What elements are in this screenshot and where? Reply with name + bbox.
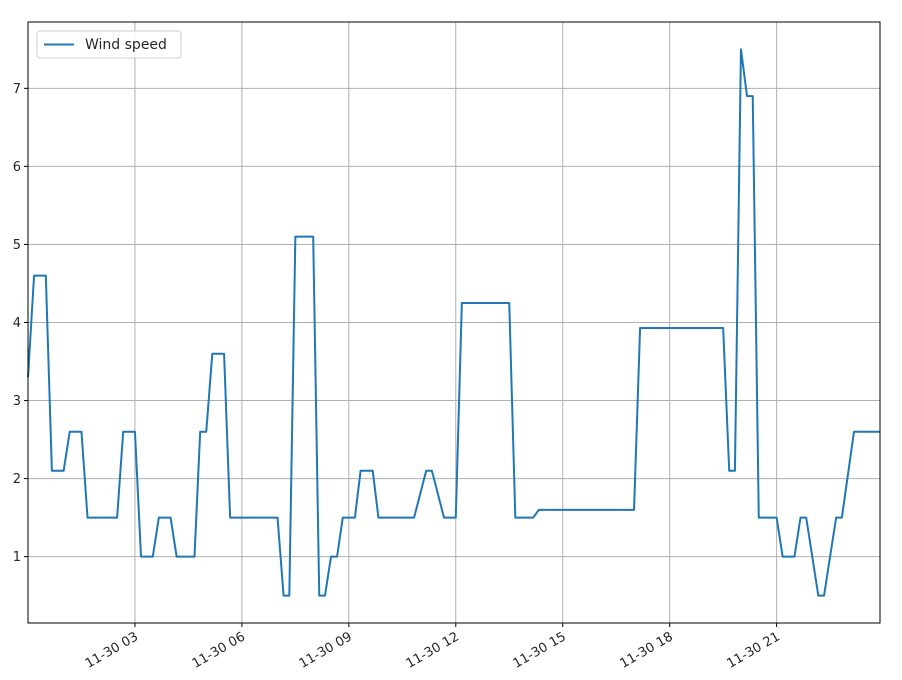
x-tick-label: 11-30 15: [511, 629, 569, 671]
legend-box: [36, 30, 182, 59]
legend: Wind speed: [36, 30, 182, 59]
y-axis: 1 2 3 4 5 6 7: [13, 82, 28, 565]
x-tick-label: 11-30 09: [297, 629, 355, 671]
series-line-wind-speed: [27, 48, 880, 597]
legend-label: Wind speed: [85, 37, 167, 53]
x-tick-label: 11-30 18: [618, 629, 676, 671]
y-tick-label: 7: [13, 82, 21, 97]
y-tick-label: 3: [13, 394, 21, 409]
x-axis: 11-30 03 11-30 06 11-30 09 11-30 12 11-30 15…: [83, 623, 783, 672]
y-tick-label: 4: [13, 316, 21, 331]
x-tick-label: 11-30 03: [83, 629, 141, 671]
y-tick-label: 1: [13, 550, 21, 565]
y-tick-label: 6: [13, 160, 21, 175]
x-tick-label: 11-30 21: [724, 629, 782, 671]
y-tick-label: 5: [13, 238, 21, 253]
x-tick-label: 11-30 06: [190, 629, 248, 671]
x-tick-label: 11-30 12: [404, 629, 462, 671]
series-layer: [27, 48, 880, 597]
y-tick-label: 2: [13, 472, 21, 487]
